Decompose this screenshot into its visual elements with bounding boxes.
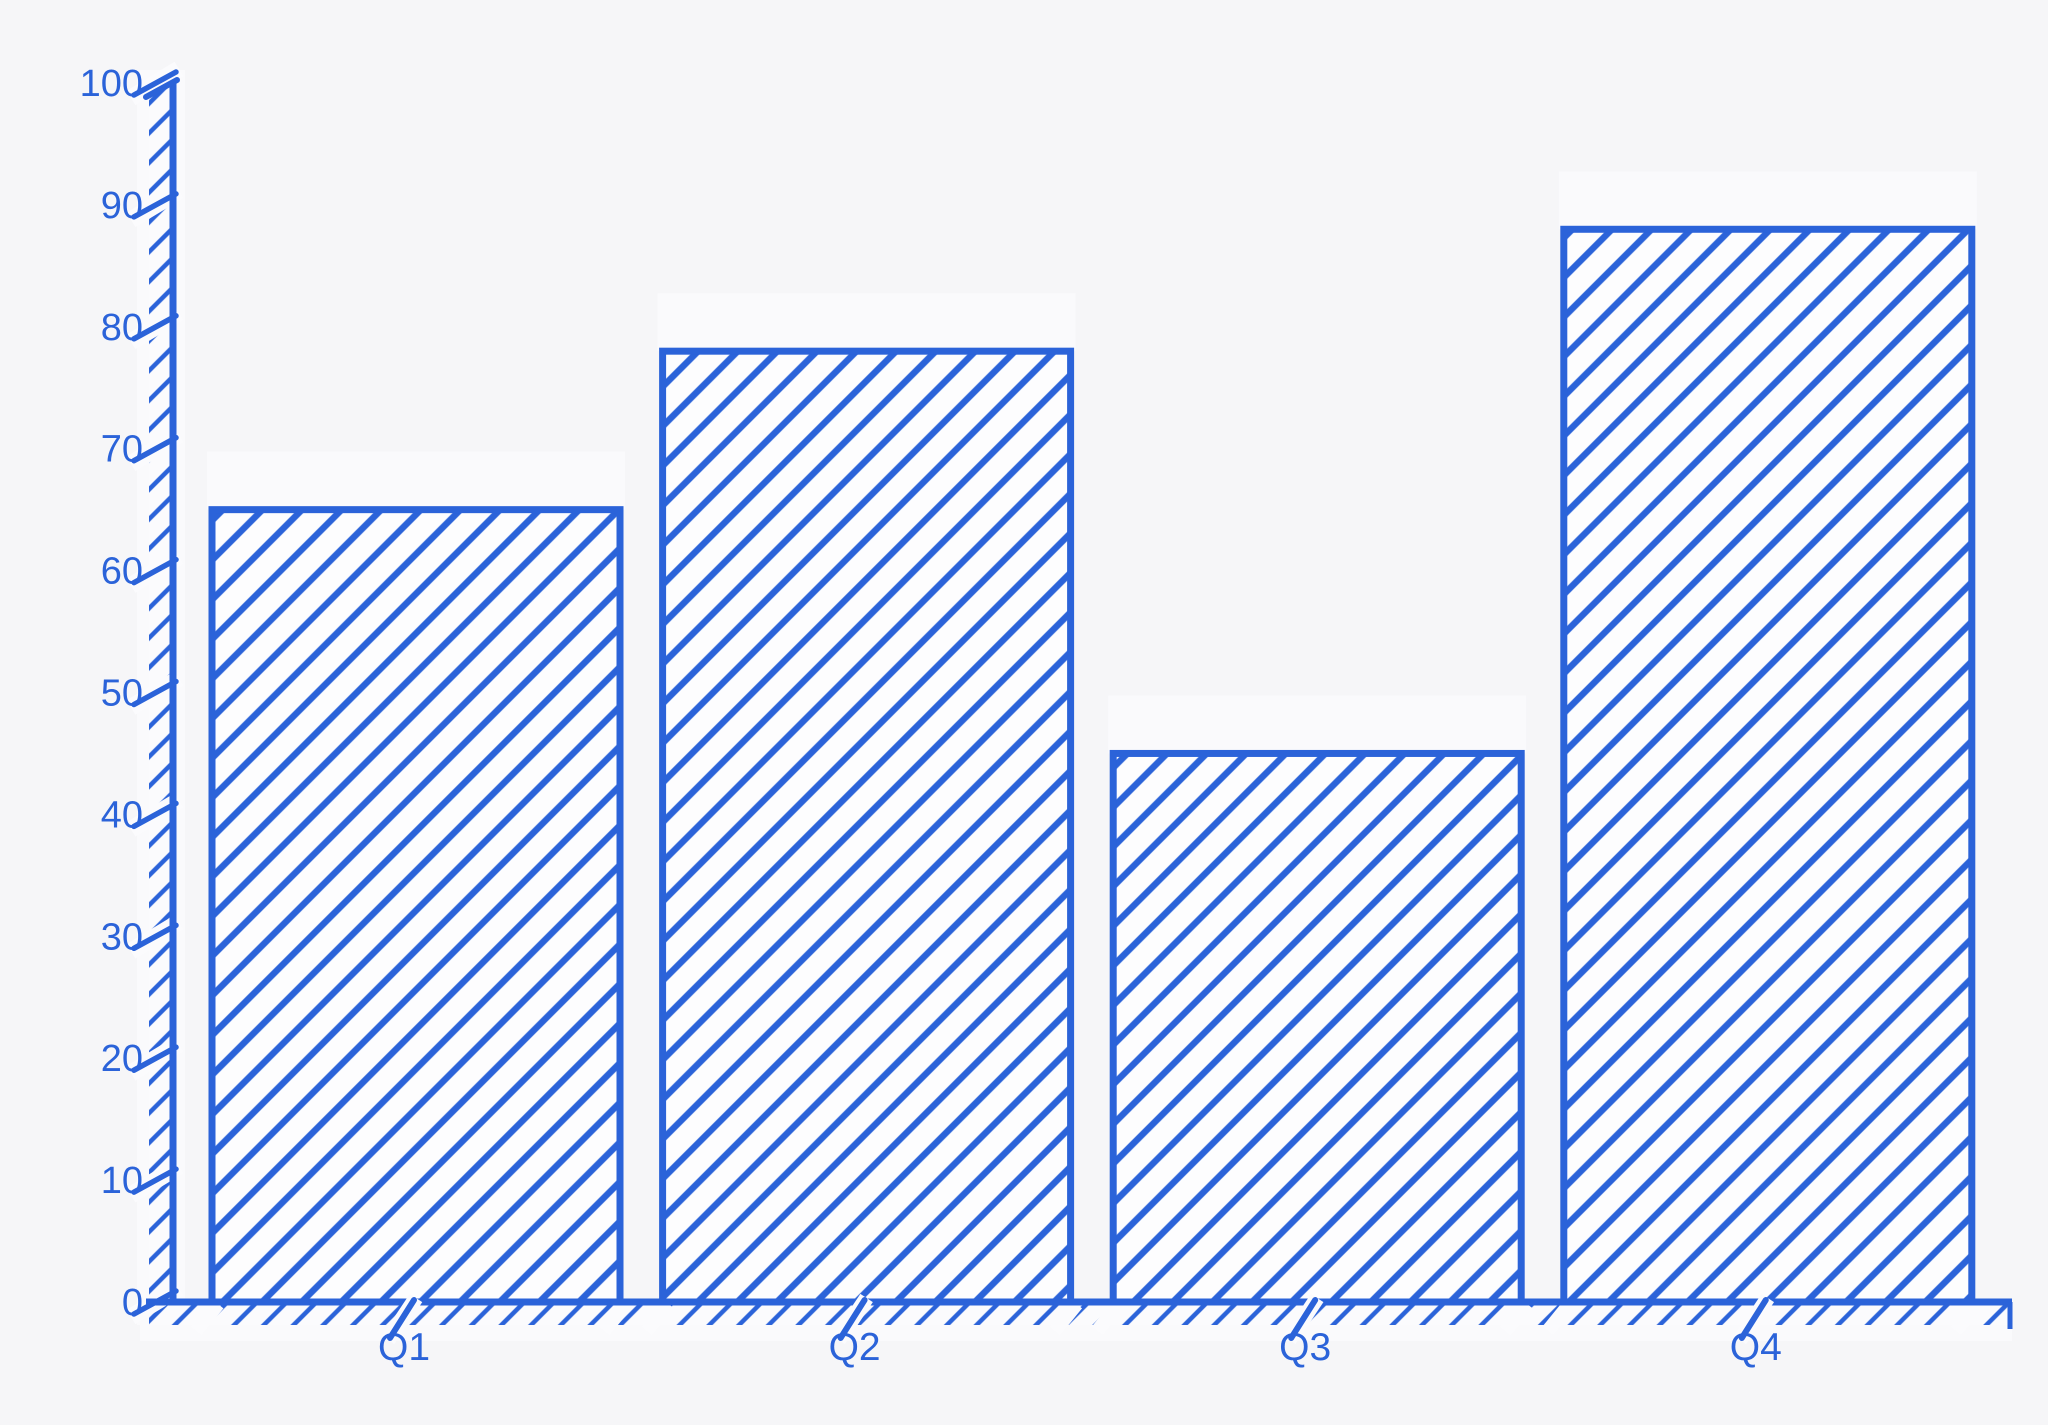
bar-halo-q4	[1558, 171, 1977, 230]
y-tick-label-0: 0	[122, 1282, 143, 1324]
y-tick-100	[131, 69, 179, 98]
x-tick-q1	[387, 1297, 417, 1341]
y-tick-label-10: 10	[101, 1160, 143, 1202]
bar-q1	[208, 506, 624, 1306]
y-tick-label-30: 30	[101, 916, 143, 958]
bar-halo-q2	[657, 293, 1076, 352]
bar-q3	[1109, 749, 1525, 1306]
band-notch-q2-right	[1049, 1299, 1083, 1336]
bar-halo-q3	[1108, 695, 1527, 754]
y-tick-label-50: 50	[101, 673, 143, 715]
y-tick-50	[131, 678, 179, 708]
bar-halo-q1	[207, 451, 625, 510]
band-notch-q1-right	[598, 1299, 632, 1336]
tick-labels-layer: 0 10 20 30 40 50 60 70 80 90 100 Q1 Q2 Q3 Q4	[80, 63, 1782, 1369]
band-notch-q1-left	[190, 1299, 224, 1336]
y-tick-10	[131, 1166, 179, 1195]
y-tick-90	[131, 191, 179, 220]
y-tick-40	[131, 800, 179, 830]
band-notch-q3-left	[1091, 1299, 1125, 1336]
bar-q4	[1560, 225, 1976, 1306]
bar-q2	[659, 347, 1075, 1306]
y-tick-label-40: 40	[101, 794, 143, 836]
band-notch-q4-left	[1542, 1299, 1576, 1336]
y-tick-30	[131, 922, 179, 952]
x-tick-q2	[837, 1297, 868, 1341]
band-notch-q2-left	[641, 1299, 675, 1336]
y-tick-20	[131, 1044, 179, 1073]
bars-layer	[208, 225, 1976, 1306]
y-axis-top-cap	[143, 77, 180, 100]
axes-layer	[126, 61, 2013, 1345]
x-tick-label-q3: Q3	[1279, 1326, 1331, 1369]
y-tick-label-80: 80	[101, 307, 143, 349]
x-tick-label-q2: Q2	[829, 1326, 881, 1369]
y-tick-80	[131, 313, 179, 342]
y-tick-60	[131, 556, 179, 586]
y-tick-label-60: 60	[101, 551, 143, 593]
y-tick-label-20: 20	[101, 1038, 143, 1080]
x-tick-q4	[1738, 1297, 1769, 1341]
y-tick-label-90: 90	[101, 185, 143, 227]
y-tick-label-70: 70	[101, 429, 143, 471]
band-notch-q4-right	[1950, 1299, 1984, 1336]
x-tick-label-q1: Q1	[378, 1326, 430, 1369]
x-tick-q3	[1288, 1297, 1319, 1341]
band-notch-q3-right	[1499, 1299, 1533, 1336]
y-tick-label-100: 100	[80, 63, 143, 105]
x-tick-label-q4: Q4	[1730, 1326, 1782, 1369]
y-tick-70	[131, 434, 179, 464]
